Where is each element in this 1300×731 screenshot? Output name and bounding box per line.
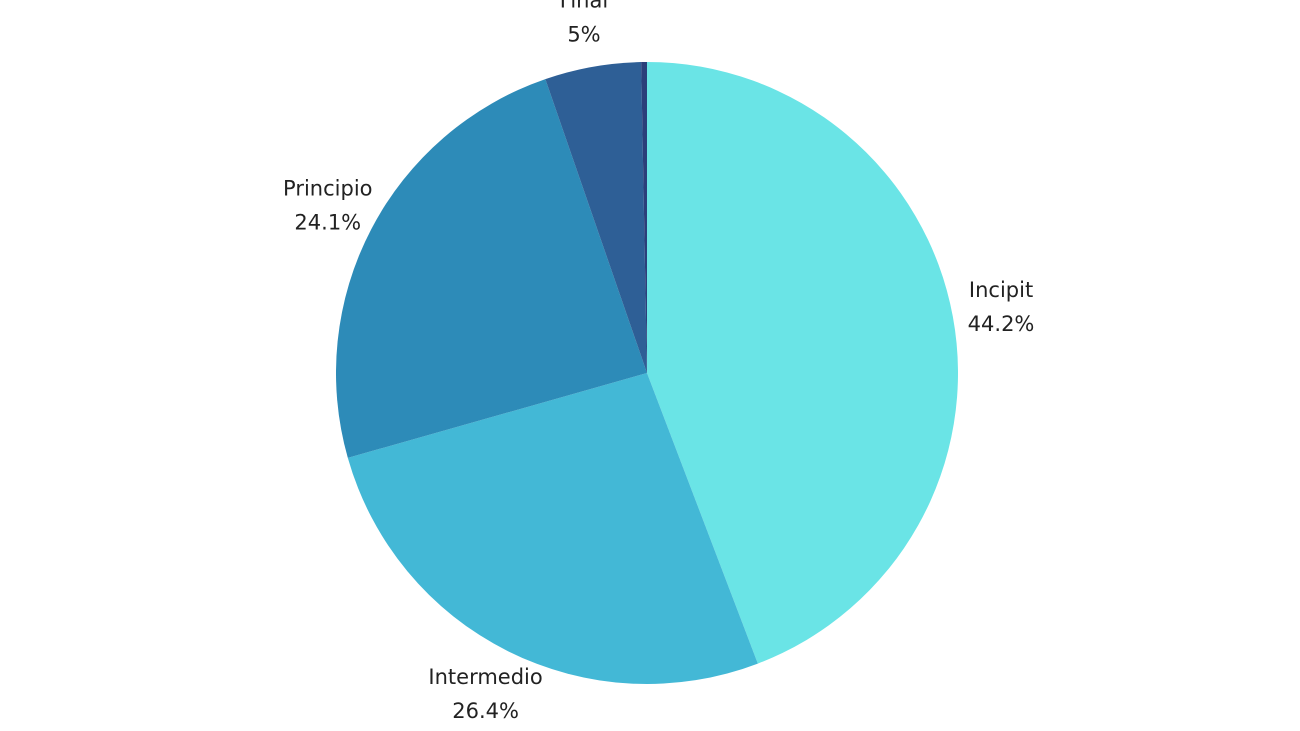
slice-value-label: 24.1% xyxy=(294,211,361,235)
pie-slice xyxy=(641,62,647,373)
slice-label: Final xyxy=(560,0,608,13)
slice-value-label: 5% xyxy=(567,23,600,47)
slice-value-label: 44.2% xyxy=(968,312,1035,336)
pie-slice xyxy=(335,79,647,458)
pie-slice xyxy=(347,373,758,684)
pie-slice xyxy=(545,62,647,374)
slice-label: Incipit xyxy=(969,278,1033,302)
slice-label: Intermedio xyxy=(428,665,542,689)
slice-value-label: 26.4% xyxy=(452,699,519,723)
pie-slice xyxy=(647,62,958,664)
slice-label: Principio xyxy=(283,177,372,201)
